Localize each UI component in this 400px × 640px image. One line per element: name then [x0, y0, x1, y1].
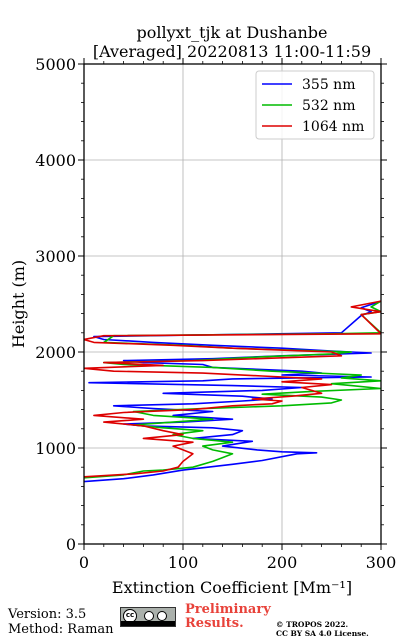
x-tick-label: 0 [79, 553, 89, 572]
series-line-2 [84, 300, 381, 479]
y-tick-label: 3000 [35, 247, 76, 266]
legend-label: 355 nm [302, 77, 355, 93]
preliminary-line2: Results. [185, 616, 244, 631]
by-icon [144, 611, 154, 621]
legend-box [255, 70, 375, 140]
y-tick-label: 2000 [35, 343, 76, 362]
cc-license-badge: cc [120, 607, 176, 627]
copyright-line2: CC BY SA 4.0 License. [276, 629, 369, 638]
y-axis-label: Height (m) [9, 260, 28, 348]
series-line-3 [84, 300, 381, 478]
x-axis-label: Extinction Coefficient [Mm⁻¹] [112, 578, 352, 597]
plot-frame [83, 63, 382, 545]
legend: 355 nm 532 nm 1064 nm [255, 70, 375, 140]
method-text: Method: Raman [8, 622, 114, 637]
version-text: Version: 3.5 [8, 607, 87, 622]
chart-subtitle: [Averaged] 20220813 11:00-11:59 [93, 42, 371, 61]
copyright-line1: © TROPOS 2022. [276, 620, 349, 629]
series-line-1 [84, 300, 381, 483]
y-tick-label: 0 [66, 535, 76, 554]
x-tick-label: 200 [267, 553, 298, 572]
y-tick-label: 1000 [35, 439, 76, 458]
sa-icon [157, 611, 167, 621]
copyright-notice: © TROPOS 2022. CC BY SA 4.0 License. [276, 620, 369, 638]
preliminary-notice: Preliminary Results. [185, 603, 271, 631]
cc-badge-bar [121, 621, 175, 626]
extinction-profile-chart: pollyxt_tjk at Dushanbe [Averaged] 20220… [9, 23, 396, 597]
y-tick-label: 4000 [35, 151, 76, 170]
x-tick-label: 100 [168, 553, 199, 572]
legend-label: 532 nm [302, 98, 355, 114]
legend-label: 1064 nm [302, 119, 364, 135]
y-tick-label: 5000 [35, 55, 76, 74]
x-tick-label: 300 [366, 553, 397, 572]
series-layer [84, 300, 381, 483]
chart-title: pollyxt_tjk at Dushanbe [136, 23, 327, 42]
preliminary-line1: Preliminary [185, 602, 271, 617]
